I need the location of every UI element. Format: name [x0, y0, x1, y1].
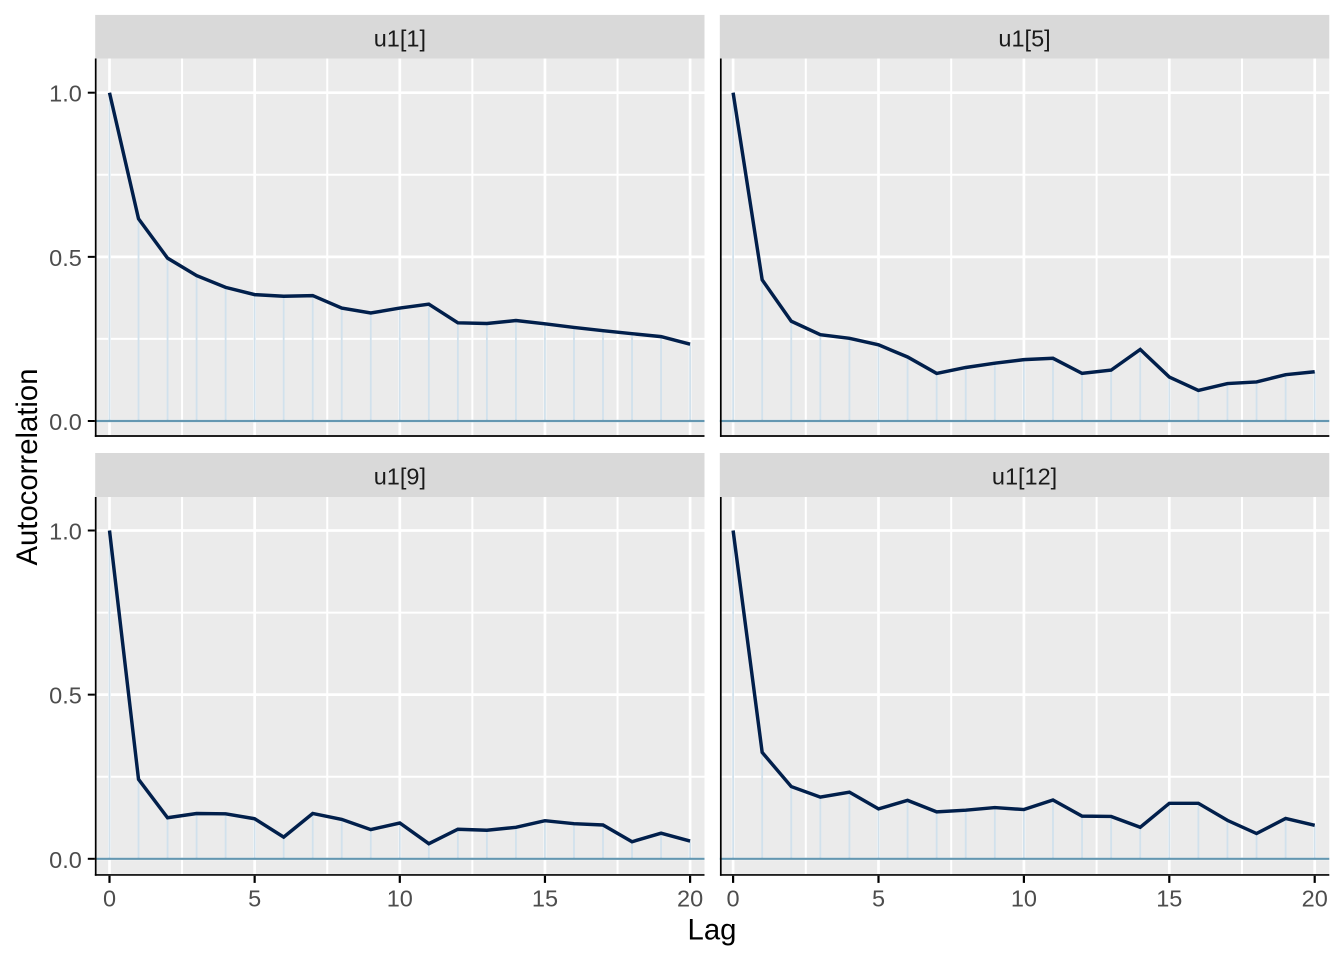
svg-text:15: 15 [1156, 885, 1182, 911]
svg-text:5: 5 [872, 885, 885, 911]
svg-text:1.0: 1.0 [49, 519, 82, 545]
svg-text:20: 20 [1302, 885, 1328, 911]
svg-text:Autocorrelation: Autocorrelation [11, 368, 44, 565]
svg-text:0.0: 0.0 [49, 847, 82, 873]
svg-text:10: 10 [1011, 885, 1037, 911]
svg-text:0: 0 [103, 885, 116, 911]
svg-text:0.5: 0.5 [49, 683, 82, 709]
svg-text:1.0: 1.0 [49, 81, 82, 107]
svg-text:0.0: 0.0 [49, 409, 82, 435]
svg-text:u1[9]: u1[9] [374, 464, 426, 490]
svg-text:5: 5 [248, 885, 261, 911]
svg-text:15: 15 [532, 885, 558, 911]
svg-text:u1[12]: u1[12] [992, 464, 1057, 490]
svg-text:0: 0 [727, 885, 740, 911]
svg-text:10: 10 [387, 885, 413, 911]
svg-text:0.5: 0.5 [49, 245, 82, 271]
svg-text:Lag: Lag [688, 914, 737, 947]
svg-text:u1[1]: u1[1] [374, 25, 426, 51]
svg-text:20: 20 [677, 885, 703, 911]
svg-text:u1[5]: u1[5] [998, 25, 1050, 51]
